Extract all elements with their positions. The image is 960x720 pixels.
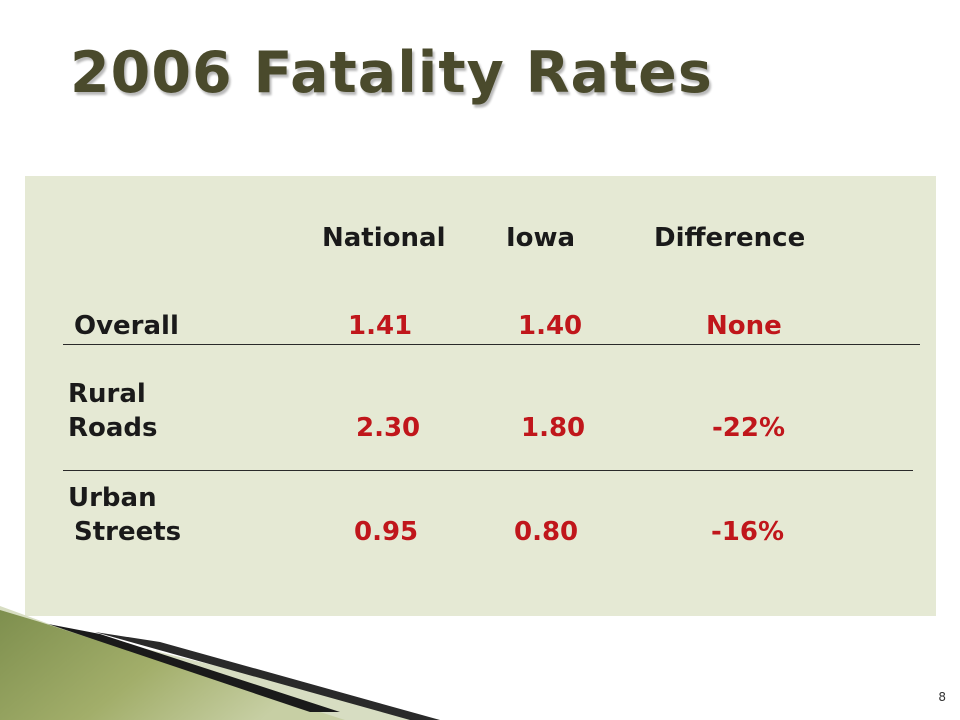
overall-iowa-value: 1.40 xyxy=(518,311,583,341)
table-panel xyxy=(25,176,936,616)
urban-national-value: 0.95 xyxy=(354,517,419,547)
row-divider-1 xyxy=(63,344,920,345)
row-label-roads: Roads xyxy=(68,413,158,443)
overall-national-value: 1.41 xyxy=(348,311,413,341)
row-label-streets: Streets xyxy=(74,517,182,547)
row-label-overall: Overall xyxy=(74,311,179,341)
header-iowa: Iowa xyxy=(506,223,576,253)
header-difference: Difference xyxy=(654,223,806,253)
rural-iowa-value: 1.80 xyxy=(521,413,586,443)
rural-national-value: 2.30 xyxy=(356,413,421,443)
row-divider-2 xyxy=(63,470,913,471)
row-label-urban: Urban xyxy=(68,483,157,513)
row-label-rural: Rural xyxy=(68,379,146,409)
header-national: National xyxy=(322,223,446,253)
rural-difference-value: -22% xyxy=(712,413,786,443)
urban-difference-value: -16% xyxy=(711,517,785,547)
slide-title: 2006 Fatality Rates xyxy=(70,40,713,106)
page-number: 8 xyxy=(938,690,946,704)
urban-iowa-value: 0.80 xyxy=(514,517,579,547)
overall-difference-value: None xyxy=(706,311,782,341)
